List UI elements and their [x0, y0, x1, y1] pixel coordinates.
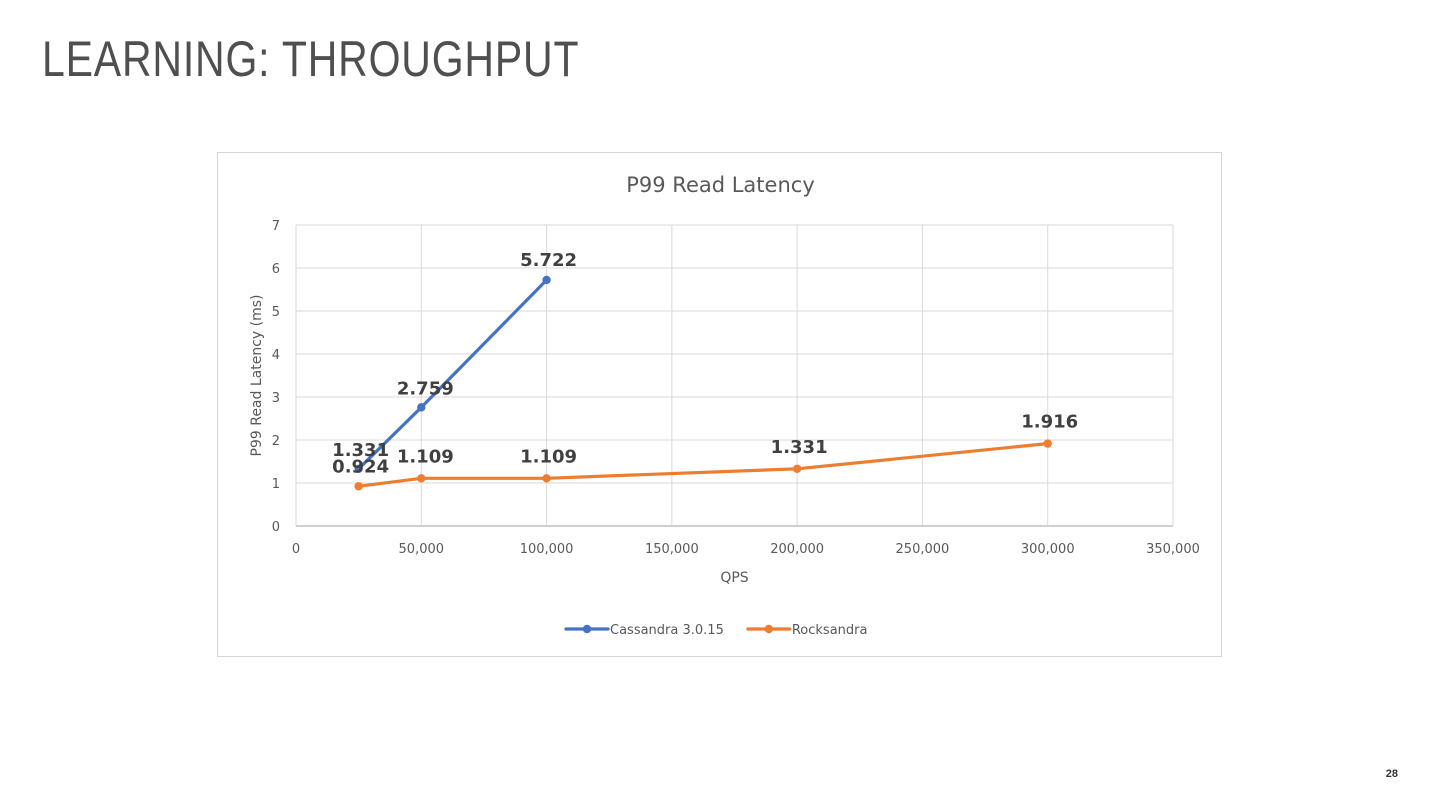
- y-tick-label: 0: [272, 520, 280, 535]
- chart-title: P99 Read Latency: [626, 173, 815, 197]
- y-tick-label: 6: [272, 262, 280, 277]
- y-tick-label: 2: [272, 434, 280, 449]
- data-label-rocksandra: 1.109: [520, 446, 577, 467]
- y-tick-label: 3: [272, 391, 280, 406]
- data-point-cassandra-3-0-15: [354, 464, 363, 473]
- page-number: 28: [1385, 768, 1398, 780]
- data-point-cassandra-3-0-15: [542, 275, 551, 285]
- data-label-rocksandra: 1.916: [1021, 412, 1078, 433]
- x-tick-label: 50,000: [399, 542, 445, 557]
- data-label-cassandra-3-0-15: 2.759: [397, 378, 454, 399]
- x-tick-label: 350,000: [1146, 542, 1200, 557]
- data-point-rocksandra: [542, 474, 551, 483]
- chart-series: 1.331 2.759 5.722 0.924 1.109 1.109 1.331 1.916: [332, 250, 1078, 491]
- data-point-rocksandra: [792, 464, 802, 473]
- data-label-rocksandra: 0.924: [332, 456, 389, 477]
- x-tick-label: 0: [292, 542, 300, 557]
- legend-marker-rocksandra: [764, 624, 774, 634]
- data-label-cassandra-3-0-15: 5.722: [520, 250, 577, 271]
- data-label-cassandra-3-0-15: 1.331: [332, 440, 389, 461]
- data-point-cassandra-3-0-15: [417, 403, 426, 412]
- x-tick-label: 150,000: [645, 542, 699, 557]
- x-tick-label: 100,000: [520, 542, 574, 557]
- x-tick-label: 300,000: [1021, 542, 1075, 557]
- data-point-rocksandra: [1043, 439, 1052, 448]
- y-tick-label: 5: [272, 305, 280, 320]
- chart-gridlines: [295, 224, 1174, 527]
- y-tick-label: 1: [272, 477, 280, 492]
- legend-marker-cassandra-3-0-15: [582, 624, 592, 634]
- series-line-rocksandra: [357, 442, 1050, 488]
- data-label-rocksandra: 1.331: [771, 437, 828, 458]
- data-label-rocksandra: 1.109: [397, 446, 454, 467]
- legend-label-rocksandra: Rocksandra: [792, 623, 868, 638]
- y-tick-label: 7: [272, 219, 280, 234]
- line-chart: P99 Read Latency 0 1 2 3 4 5 6 7 0 50,000 100,000 1…: [249, 173, 1200, 638]
- y-tick-label: 4: [272, 348, 280, 363]
- x-axis-title: QPS: [720, 570, 748, 586]
- slide-title: LEARNING: THROUGHPUT: [42, 31, 580, 87]
- chart-legend: Cassandra 3.0.15 Rocksandra: [564, 623, 868, 638]
- chart-frame: P99 Read Latency 0 1 2 3 4 5 6 7 0 50,000 100,000 1…: [217, 152, 1222, 657]
- chart-axis-ticks: 0 1 2 3 4 5 6 7 0 50,000 100,000 150,000 200,000 250,…: [272, 219, 1200, 557]
- x-tick-label: 200,000: [770, 542, 824, 557]
- legend-label-cassandra-3-0-15: Cassandra 3.0.15: [610, 623, 724, 638]
- data-point-rocksandra: [417, 474, 426, 483]
- data-point-rocksandra: [354, 482, 363, 491]
- y-axis-title: P99 Read Latency (ms): [249, 295, 265, 457]
- x-tick-label: 250,000: [896, 542, 950, 557]
